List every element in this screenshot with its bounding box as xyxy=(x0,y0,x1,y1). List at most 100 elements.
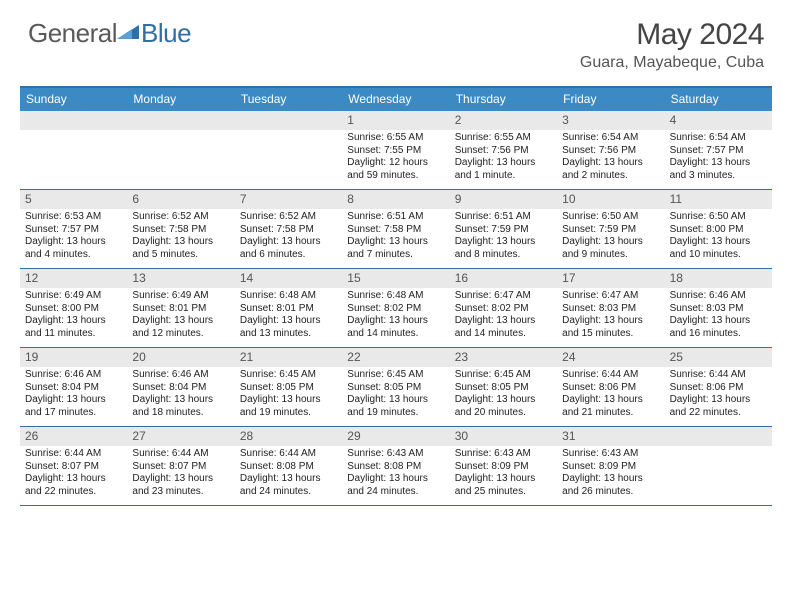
sunset-line: Sunset: 8:05 PM xyxy=(455,382,553,395)
location-text: Guara, Mayabeque, Cuba xyxy=(580,54,764,72)
sunset-line: Sunset: 8:02 PM xyxy=(455,303,553,316)
day-number: 13 xyxy=(127,269,234,288)
sunset-line: Sunset: 8:07 PM xyxy=(25,461,123,474)
calendar-day: 25Sunrise: 6:44 AMSunset: 8:06 PMDayligh… xyxy=(665,348,772,426)
calendar-day: 7Sunrise: 6:52 AMSunset: 7:58 PMDaylight… xyxy=(235,190,342,268)
sunset-line: Sunset: 8:08 PM xyxy=(240,461,338,474)
daylight-line: Daylight: 12 hours and 59 minutes. xyxy=(347,157,445,182)
sunrise-line: Sunrise: 6:46 AM xyxy=(670,290,768,303)
sunset-line: Sunset: 8:01 PM xyxy=(132,303,230,316)
day-details: Sunrise: 6:52 AMSunset: 7:58 PMDaylight:… xyxy=(235,209,342,265)
day-number: 23 xyxy=(450,348,557,367)
calendar-week: 1Sunrise: 6:55 AMSunset: 7:55 PMDaylight… xyxy=(20,111,772,190)
sunrise-line: Sunrise: 6:44 AM xyxy=(25,448,123,461)
daylight-line: Daylight: 13 hours and 19 minutes. xyxy=(240,394,338,419)
daylight-line: Daylight: 13 hours and 1 minute. xyxy=(455,157,553,182)
sunset-line: Sunset: 8:00 PM xyxy=(670,224,768,237)
day-details: Sunrise: 6:54 AMSunset: 7:57 PMDaylight:… xyxy=(665,130,772,186)
day-details: Sunrise: 6:49 AMSunset: 8:01 PMDaylight:… xyxy=(127,288,234,344)
calendar-week: 12Sunrise: 6:49 AMSunset: 8:00 PMDayligh… xyxy=(20,269,772,348)
sunrise-line: Sunrise: 6:47 AM xyxy=(455,290,553,303)
sunset-line: Sunset: 8:09 PM xyxy=(455,461,553,474)
logo: General Blue xyxy=(28,18,191,49)
sunset-line: Sunset: 7:59 PM xyxy=(562,224,660,237)
day-details: Sunrise: 6:46 AMSunset: 8:03 PMDaylight:… xyxy=(665,288,772,344)
calendar-day: 18Sunrise: 6:46 AMSunset: 8:03 PMDayligh… xyxy=(665,269,772,347)
daylight-line: Daylight: 13 hours and 6 minutes. xyxy=(240,236,338,261)
day-details: Sunrise: 6:49 AMSunset: 8:00 PMDaylight:… xyxy=(20,288,127,344)
sunset-line: Sunset: 8:06 PM xyxy=(562,382,660,395)
day-number: 8 xyxy=(342,190,449,209)
calendar-day: 19Sunrise: 6:46 AMSunset: 8:04 PMDayligh… xyxy=(20,348,127,426)
daylight-line: Daylight: 13 hours and 24 minutes. xyxy=(240,473,338,498)
daylight-line: Daylight: 13 hours and 14 minutes. xyxy=(347,315,445,340)
sunrise-line: Sunrise: 6:44 AM xyxy=(132,448,230,461)
day-number: 10 xyxy=(557,190,664,209)
sunrise-line: Sunrise: 6:49 AM xyxy=(25,290,123,303)
day-details: Sunrise: 6:48 AMSunset: 8:02 PMDaylight:… xyxy=(342,288,449,344)
sunrise-line: Sunrise: 6:44 AM xyxy=(240,448,338,461)
day-details: Sunrise: 6:45 AMSunset: 8:05 PMDaylight:… xyxy=(450,367,557,423)
sunset-line: Sunset: 8:05 PM xyxy=(347,382,445,395)
calendar-day: 27Sunrise: 6:44 AMSunset: 8:07 PMDayligh… xyxy=(127,427,234,505)
calendar-day: 24Sunrise: 6:44 AMSunset: 8:06 PMDayligh… xyxy=(557,348,664,426)
day-details: Sunrise: 6:44 AMSunset: 8:06 PMDaylight:… xyxy=(665,367,772,423)
day-number: 16 xyxy=(450,269,557,288)
day-number: 11 xyxy=(665,190,772,209)
sunset-line: Sunset: 7:56 PM xyxy=(562,145,660,158)
sunrise-line: Sunrise: 6:44 AM xyxy=(670,369,768,382)
logo-word-general: General xyxy=(28,18,117,49)
calendar-day xyxy=(127,111,234,189)
calendar-day: 9Sunrise: 6:51 AMSunset: 7:59 PMDaylight… xyxy=(450,190,557,268)
sunset-line: Sunset: 8:09 PM xyxy=(562,461,660,474)
daylight-line: Daylight: 13 hours and 19 minutes. xyxy=(347,394,445,419)
sunrise-line: Sunrise: 6:43 AM xyxy=(347,448,445,461)
daylight-line: Daylight: 13 hours and 15 minutes. xyxy=(562,315,660,340)
daylight-line: Daylight: 13 hours and 26 minutes. xyxy=(562,473,660,498)
weekday-header: Sunday xyxy=(20,88,127,111)
day-number: 29 xyxy=(342,427,449,446)
sunrise-line: Sunrise: 6:55 AM xyxy=(455,132,553,145)
calendar-body: 1Sunrise: 6:55 AMSunset: 7:55 PMDaylight… xyxy=(20,111,772,506)
sunset-line: Sunset: 8:03 PM xyxy=(562,303,660,316)
daylight-line: Daylight: 13 hours and 16 minutes. xyxy=(670,315,768,340)
day-number: 17 xyxy=(557,269,664,288)
daylight-line: Daylight: 13 hours and 8 minutes. xyxy=(455,236,553,261)
day-number: 4 xyxy=(665,111,772,130)
calendar-day: 20Sunrise: 6:46 AMSunset: 8:04 PMDayligh… xyxy=(127,348,234,426)
daylight-line: Daylight: 13 hours and 20 minutes. xyxy=(455,394,553,419)
weekday-header: Tuesday xyxy=(235,88,342,111)
calendar-day: 12Sunrise: 6:49 AMSunset: 8:00 PMDayligh… xyxy=(20,269,127,347)
day-number xyxy=(235,111,342,130)
day-number xyxy=(665,427,772,446)
calendar-day xyxy=(665,427,772,505)
day-number: 18 xyxy=(665,269,772,288)
sunrise-line: Sunrise: 6:43 AM xyxy=(562,448,660,461)
sunrise-line: Sunrise: 6:52 AM xyxy=(240,211,338,224)
sunset-line: Sunset: 8:08 PM xyxy=(347,461,445,474)
sunrise-line: Sunrise: 6:55 AM xyxy=(347,132,445,145)
calendar-week: 19Sunrise: 6:46 AMSunset: 8:04 PMDayligh… xyxy=(20,348,772,427)
daylight-line: Daylight: 13 hours and 13 minutes. xyxy=(240,315,338,340)
day-number: 21 xyxy=(235,348,342,367)
day-details: Sunrise: 6:43 AMSunset: 8:08 PMDaylight:… xyxy=(342,446,449,502)
calendar-day: 30Sunrise: 6:43 AMSunset: 8:09 PMDayligh… xyxy=(450,427,557,505)
sunrise-line: Sunrise: 6:45 AM xyxy=(240,369,338,382)
sunrise-line: Sunrise: 6:46 AM xyxy=(132,369,230,382)
sunset-line: Sunset: 8:07 PM xyxy=(132,461,230,474)
calendar-day: 28Sunrise: 6:44 AMSunset: 8:08 PMDayligh… xyxy=(235,427,342,505)
day-details: Sunrise: 6:47 AMSunset: 8:03 PMDaylight:… xyxy=(557,288,664,344)
sunrise-line: Sunrise: 6:51 AM xyxy=(455,211,553,224)
weekday-header: Thursday xyxy=(450,88,557,111)
sunset-line: Sunset: 7:57 PM xyxy=(25,224,123,237)
sunset-line: Sunset: 7:58 PM xyxy=(240,224,338,237)
sunset-line: Sunset: 8:06 PM xyxy=(670,382,768,395)
day-number: 22 xyxy=(342,348,449,367)
sunset-line: Sunset: 7:57 PM xyxy=(670,145,768,158)
daylight-line: Daylight: 13 hours and 17 minutes. xyxy=(25,394,123,419)
calendar-day: 16Sunrise: 6:47 AMSunset: 8:02 PMDayligh… xyxy=(450,269,557,347)
day-number: 14 xyxy=(235,269,342,288)
day-number: 6 xyxy=(127,190,234,209)
day-number: 15 xyxy=(342,269,449,288)
daylight-line: Daylight: 13 hours and 7 minutes. xyxy=(347,236,445,261)
